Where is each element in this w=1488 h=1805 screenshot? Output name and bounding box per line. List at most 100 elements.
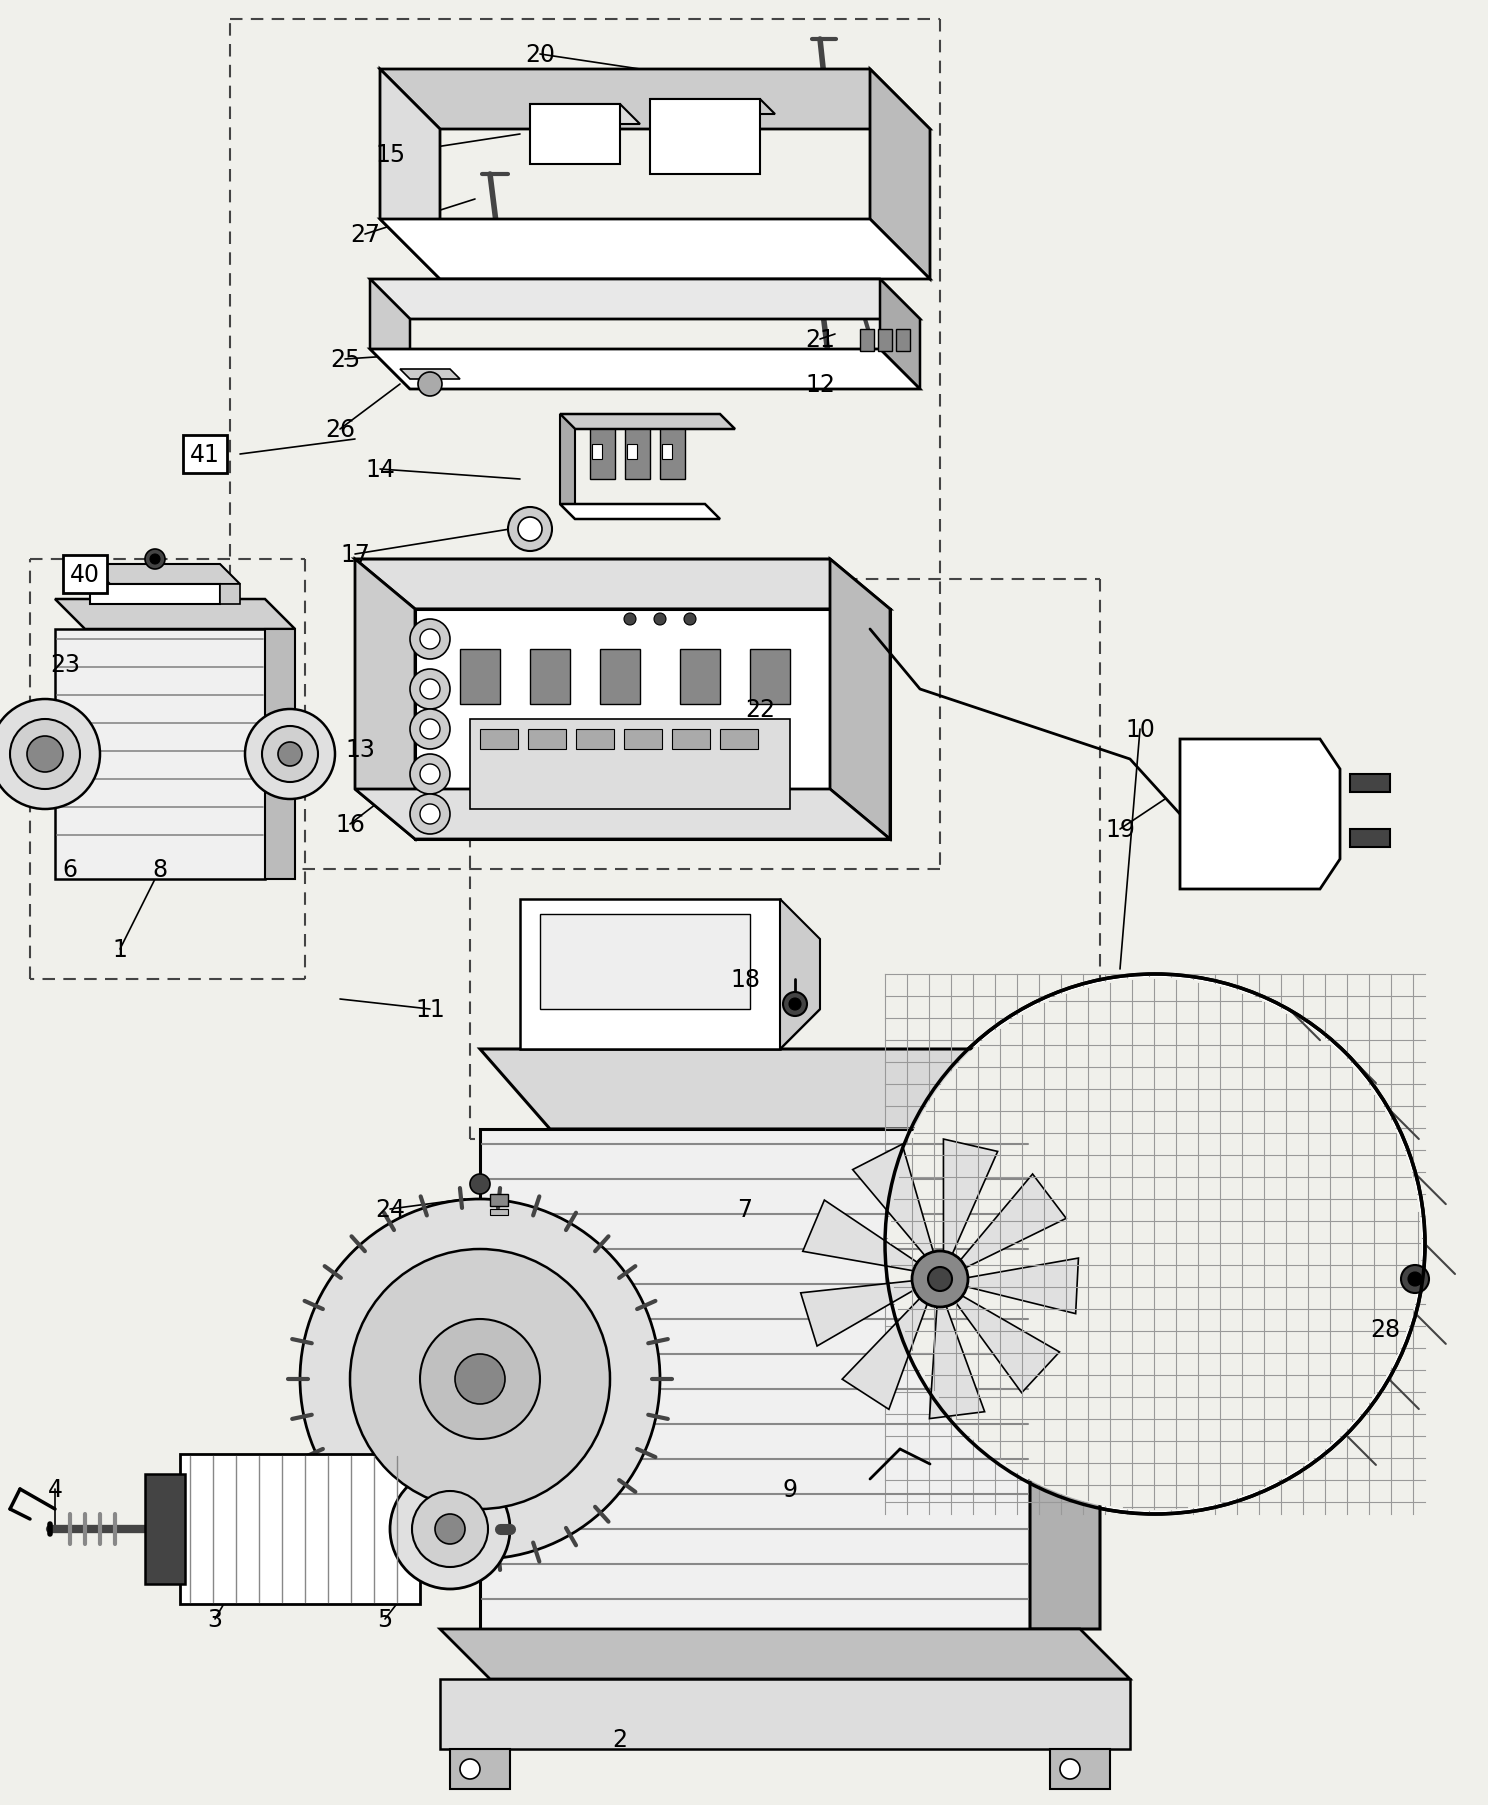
Text: 10: 10 bbox=[1125, 718, 1155, 742]
Text: 24: 24 bbox=[375, 1197, 405, 1222]
Circle shape bbox=[262, 727, 318, 783]
Polygon shape bbox=[89, 585, 220, 605]
Polygon shape bbox=[379, 70, 930, 130]
Bar bbox=[720, 729, 757, 749]
Polygon shape bbox=[1180, 740, 1341, 890]
Circle shape bbox=[623, 614, 635, 626]
Polygon shape bbox=[853, 1144, 936, 1262]
Polygon shape bbox=[780, 899, 820, 1049]
Circle shape bbox=[470, 1175, 490, 1195]
Polygon shape bbox=[371, 280, 920, 319]
Polygon shape bbox=[440, 1679, 1129, 1749]
Text: 9: 9 bbox=[783, 1476, 798, 1502]
Polygon shape bbox=[415, 610, 890, 839]
Circle shape bbox=[420, 805, 440, 825]
Text: 20: 20 bbox=[525, 43, 555, 67]
Polygon shape bbox=[801, 1280, 921, 1347]
Circle shape bbox=[912, 1251, 969, 1307]
Polygon shape bbox=[530, 125, 551, 164]
Circle shape bbox=[929, 1267, 952, 1291]
Text: 21: 21 bbox=[805, 329, 835, 352]
Text: 28: 28 bbox=[1370, 1318, 1400, 1341]
Bar bbox=[626, 444, 637, 460]
Polygon shape bbox=[89, 565, 240, 585]
Bar bbox=[625, 430, 650, 480]
Polygon shape bbox=[265, 630, 295, 879]
Circle shape bbox=[655, 614, 667, 626]
Circle shape bbox=[411, 794, 449, 834]
Text: 27: 27 bbox=[350, 222, 379, 247]
Text: 18: 18 bbox=[731, 967, 760, 991]
Text: 40: 40 bbox=[70, 563, 100, 587]
Bar bbox=[860, 330, 873, 352]
Polygon shape bbox=[802, 1200, 924, 1273]
Bar bbox=[878, 330, 891, 352]
Bar bbox=[460, 650, 500, 704]
Circle shape bbox=[885, 975, 1426, 1514]
Polygon shape bbox=[400, 370, 460, 379]
Text: 15: 15 bbox=[375, 143, 405, 166]
Text: 22: 22 bbox=[745, 697, 775, 722]
Polygon shape bbox=[379, 220, 930, 280]
Circle shape bbox=[420, 765, 440, 785]
Circle shape bbox=[27, 736, 62, 773]
Text: 26: 26 bbox=[324, 417, 356, 442]
Polygon shape bbox=[530, 105, 640, 125]
Circle shape bbox=[888, 978, 1423, 1511]
Polygon shape bbox=[356, 789, 890, 839]
Polygon shape bbox=[530, 105, 620, 164]
Circle shape bbox=[0, 700, 100, 810]
Polygon shape bbox=[559, 415, 574, 520]
Bar bbox=[528, 729, 565, 749]
Bar bbox=[530, 650, 570, 704]
Text: 13: 13 bbox=[345, 738, 375, 762]
Circle shape bbox=[789, 998, 801, 1011]
Text: 6: 6 bbox=[62, 857, 77, 881]
Circle shape bbox=[301, 1199, 661, 1560]
Text: 12: 12 bbox=[805, 374, 835, 397]
Circle shape bbox=[684, 614, 696, 626]
Bar bbox=[490, 1195, 507, 1206]
Circle shape bbox=[460, 1760, 481, 1780]
Bar bbox=[470, 720, 790, 810]
Text: 23: 23 bbox=[51, 653, 80, 677]
Polygon shape bbox=[55, 630, 265, 879]
Circle shape bbox=[420, 680, 440, 700]
Circle shape bbox=[783, 993, 806, 1016]
Polygon shape bbox=[481, 1049, 1100, 1130]
Polygon shape bbox=[951, 1292, 1059, 1393]
Circle shape bbox=[420, 1319, 540, 1439]
Circle shape bbox=[10, 720, 80, 789]
Bar bbox=[750, 650, 790, 704]
Bar bbox=[490, 1209, 507, 1215]
Bar bbox=[662, 444, 673, 460]
Polygon shape bbox=[1051, 1749, 1110, 1789]
Polygon shape bbox=[650, 99, 775, 116]
Circle shape bbox=[507, 507, 552, 552]
Circle shape bbox=[1402, 1265, 1428, 1294]
Circle shape bbox=[412, 1491, 488, 1567]
Bar bbox=[591, 430, 615, 480]
Circle shape bbox=[1408, 1273, 1423, 1287]
Polygon shape bbox=[379, 70, 440, 280]
Circle shape bbox=[455, 1354, 504, 1404]
Bar bbox=[600, 650, 640, 704]
Text: 11: 11 bbox=[415, 998, 445, 1022]
Polygon shape bbox=[144, 1475, 185, 1585]
Circle shape bbox=[411, 619, 449, 659]
Polygon shape bbox=[559, 505, 720, 520]
Circle shape bbox=[518, 518, 542, 542]
Polygon shape bbox=[481, 1130, 1030, 1630]
Text: 41: 41 bbox=[190, 442, 220, 467]
Circle shape bbox=[418, 374, 442, 397]
Polygon shape bbox=[220, 585, 240, 605]
Polygon shape bbox=[371, 280, 411, 390]
Circle shape bbox=[420, 630, 440, 650]
Polygon shape bbox=[371, 350, 920, 390]
Circle shape bbox=[434, 1514, 464, 1543]
Circle shape bbox=[411, 670, 449, 709]
Bar bbox=[680, 650, 720, 704]
Circle shape bbox=[278, 742, 302, 767]
Polygon shape bbox=[870, 70, 930, 280]
Polygon shape bbox=[842, 1292, 930, 1410]
